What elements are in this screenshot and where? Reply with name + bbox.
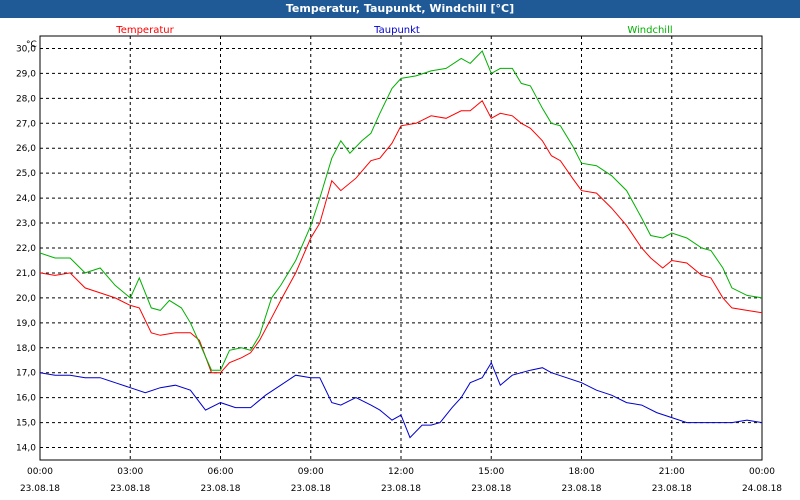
y-tick-label: 24,0 <box>16 194 36 204</box>
x-tick-time: 06:00 <box>208 467 234 477</box>
y-tick-label: 18,0 <box>16 344 36 354</box>
y-tick-label: 23,0 <box>16 219 36 229</box>
x-tick-date: 23.08.18 <box>561 484 601 494</box>
series-line-temperatur <box>39 100 763 374</box>
x-tick-time: 00:00 <box>749 467 775 477</box>
y-tick-label: 29,0 <box>16 69 36 79</box>
x-tick-date: 23.08.18 <box>652 484 692 494</box>
x-tick-date: 23.08.18 <box>291 484 331 494</box>
grid-lines <box>40 36 762 460</box>
x-tick-time: 18:00 <box>569 467 595 477</box>
y-tick-label: 19,0 <box>16 319 36 329</box>
y-tick-label: 26,0 <box>16 144 36 154</box>
y-axis-ticks: 14,0 15,0 16,0 17,0 18,0 19,0 20,0 21,0 22,0 23,0… <box>16 44 36 453</box>
x-tick-time: 00:00 <box>27 467 53 477</box>
x-axis-ticks: 00:00 23.08.18 03:00 23.08.18 06:00 23.08.18 0… <box>20 467 782 494</box>
x-tick-time: 12:00 <box>388 467 414 477</box>
legend-windchill: Windchill <box>627 25 672 36</box>
temperature-chart: 14,0 15,0 16,0 17,0 18,0 19,0 20,0 21,0 22,0 23,0… <box>16 25 782 494</box>
legend-temperatur: Temperatur <box>115 25 174 36</box>
y-tick-label: 17,0 <box>16 369 36 379</box>
window-title: Temperatur, Taupunkt, Windchill [°C] <box>0 0 800 18</box>
y-tick-label: 15,0 <box>16 419 36 429</box>
series-lines <box>39 50 763 439</box>
x-tick-date: 23.08.18 <box>471 484 511 494</box>
x-tick-date: 23.08.18 <box>110 484 150 494</box>
y-tick-label: 25,0 <box>16 169 36 179</box>
x-tick-time: 15:00 <box>478 467 504 477</box>
x-tick-date: 23.08.18 <box>381 484 421 494</box>
y-tick-label: 16,0 <box>16 394 36 404</box>
y-tick-label: 27,0 <box>16 119 36 129</box>
legend-taupunkt: Taupunkt <box>373 25 420 36</box>
series-line-taupunkt <box>39 361 763 439</box>
legend: Temperatur Taupunkt Windchill <box>115 25 672 36</box>
x-tick-time: 09:00 <box>298 467 324 477</box>
y-tick-label: 30,0 <box>16 44 36 54</box>
y-tick-label: 20,0 <box>16 294 36 304</box>
x-tick-time: 03:00 <box>117 467 143 477</box>
x-tick-date: 23.08.18 <box>200 484 240 494</box>
series-line-windchill <box>39 50 763 371</box>
y-tick-label: 14,0 <box>16 444 36 454</box>
x-tick-date: 23.08.18 <box>20 484 60 494</box>
x-tick-time: 21:00 <box>659 467 685 477</box>
y-tick-label: 21,0 <box>16 269 36 279</box>
y-tick-label: 28,0 <box>16 94 36 104</box>
y-axis-label: °C <box>26 40 37 50</box>
x-tick-date: 24.08.18 <box>742 484 782 494</box>
y-tick-label: 22,0 <box>16 244 36 254</box>
